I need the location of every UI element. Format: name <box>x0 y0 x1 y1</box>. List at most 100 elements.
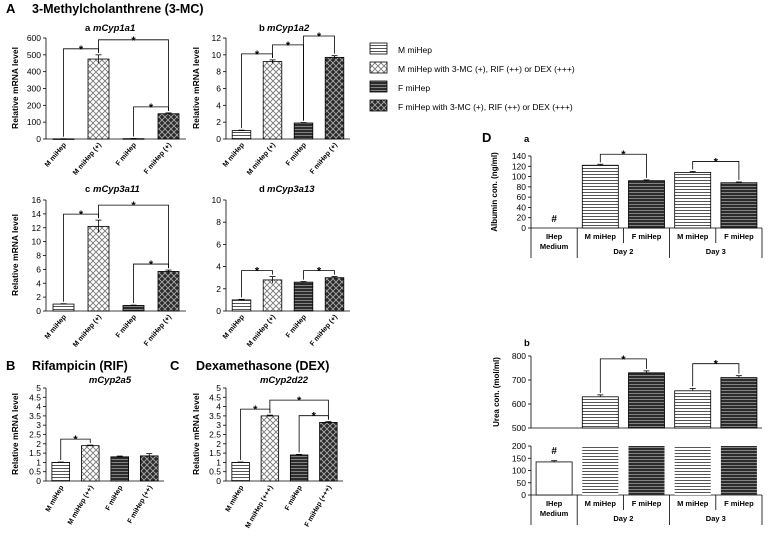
gene-title: mCyp2d22 <box>260 375 309 386</box>
x-tick-label: IHep <box>546 499 563 508</box>
bar <box>122 305 145 312</box>
significance-star: * <box>79 44 84 56</box>
bar <box>628 180 665 229</box>
y-tick-label: 10 <box>32 237 42 247</box>
y-tick-label: 4 <box>216 100 221 110</box>
y-tick-label: 0 <box>36 476 41 486</box>
legend-label-f-mihep-treated: F miHep with 3-MC (+), RIF (++) or DEX (… <box>398 102 573 112</box>
x-tick-label: M miHep (+) <box>246 142 277 177</box>
y-tick-label: 60 <box>517 192 527 202</box>
significance-bracket <box>269 399 329 420</box>
significance-star: * <box>312 411 317 423</box>
y-tick-label: 2 <box>216 284 221 294</box>
y-tick-label: 5 <box>36 383 41 393</box>
y-tick-label: 1.5 <box>29 448 41 458</box>
y-tick-label: 6 <box>36 264 41 274</box>
y-tick-label: 0.5 <box>209 467 221 477</box>
section-C-letter: C <box>170 358 180 373</box>
chart-b-cyp1a2: 0 2 4 6 8 10 12 b mCyp1a2 Relative mRNA level M mi… <box>191 23 350 177</box>
significance-star: * <box>297 395 302 407</box>
y-tick-label: 10 <box>212 50 222 60</box>
y-tick-label: 700 <box>512 375 526 385</box>
bar <box>157 113 180 140</box>
panel-letter: a <box>524 134 530 145</box>
bar <box>535 461 573 496</box>
y-tick-label: 0 <box>521 490 526 500</box>
y-tick-label: 100 <box>512 466 526 476</box>
significance-bracket <box>133 106 169 137</box>
gene-title: mCyp1a1 <box>93 23 135 34</box>
y-tick-label: 3.5 <box>29 411 41 421</box>
y-tick-label: 16 <box>32 195 42 205</box>
y-tick-label: 200 <box>27 100 41 110</box>
x-tick-label: M miHep <box>225 485 246 514</box>
significance-star: * <box>131 200 136 212</box>
y-tick-label: 500 <box>27 50 41 60</box>
bar <box>87 225 110 312</box>
panel-letter: a <box>85 23 91 34</box>
y-tick-label: 4 <box>216 402 221 412</box>
bar-upper <box>581 396 619 429</box>
y-tick-label: 120 <box>512 161 526 171</box>
x-tick-label: F miHep <box>285 142 308 168</box>
chart-d-cyp3a13: 0 2 4 6 8 10 d mCyp3a13 M miHep M miHep (+) F miHe… <box>212 184 350 349</box>
bar <box>324 56 345 140</box>
y-tick-label: 140 <box>512 151 526 161</box>
bar <box>52 303 75 312</box>
y-tick-label: 8 <box>36 251 41 261</box>
y-tick-label: 200 <box>512 441 526 451</box>
legend-swatch-f-mihep-treated <box>369 99 388 112</box>
section-B-title: Rifampicin (RIF) <box>32 359 128 373</box>
x-tick-label: F miHep <box>285 314 308 340</box>
y-tick-label: 100 <box>27 117 41 127</box>
bar <box>324 277 345 312</box>
significance-star: * <box>149 102 154 114</box>
chart-B-cyp2a5: 00.511.522.533.544.55 mCyp2a5 Relative mRN… <box>10 375 164 526</box>
x-tick-label: Medium <box>540 509 569 518</box>
significance-bracket <box>133 263 169 304</box>
x-tick-label: F miHep (+++) <box>304 485 333 529</box>
y-tick-label: 800 <box>512 351 526 361</box>
panel-letter: b <box>259 23 265 34</box>
x-tick-label: M miHep <box>585 232 617 241</box>
y-axis-label: Albumin con. (ng/ml) <box>490 152 499 232</box>
y-tick-label: 0.5 <box>29 467 41 477</box>
y-tick-label: 3 <box>36 420 41 430</box>
y-tick-label: 80 <box>517 182 527 192</box>
y-tick-label: 5 <box>216 383 221 393</box>
y-tick-label: 2 <box>36 439 41 449</box>
x-tick-label: M miHep <box>585 499 617 508</box>
bar-lower <box>720 446 757 495</box>
bar <box>139 455 159 482</box>
significance-star: * <box>714 359 719 371</box>
x-tick-label: F miHep (+) <box>143 314 173 348</box>
group-label: Day 2 <box>613 514 633 523</box>
group-label: Day 3 <box>706 247 726 256</box>
panel-letter: b <box>524 338 530 349</box>
significance-bracket <box>98 39 169 111</box>
y-tick-label: 20 <box>517 213 527 223</box>
significance-star: * <box>149 259 154 271</box>
marker-symbol: # <box>551 214 557 225</box>
bar <box>262 279 283 312</box>
y-tick-label: 2.5 <box>209 430 221 440</box>
significance-bracket <box>599 358 647 393</box>
significance-bracket <box>303 35 335 121</box>
y-tick-label: 3.5 <box>209 411 221 421</box>
y-tick-label: 0 <box>216 134 221 144</box>
y-axis-label: Relative mRNA level <box>191 393 201 475</box>
gene-title: mCyp3a13 <box>267 184 315 195</box>
bar <box>319 422 338 482</box>
y-tick-label: 500 <box>512 423 526 433</box>
gene-title: mCyp1a2 <box>267 23 310 34</box>
y-tick-label: 0 <box>216 476 221 486</box>
y-tick-label: 3 <box>216 420 221 430</box>
y-axis-label: Relative mRNA level <box>10 214 20 296</box>
chart-a-cyp1a1: 0 100 200 300 400 500 600 a mCyp1a1 Relative mRNA… <box>10 23 186 177</box>
x-tick-label: M miHep (+) <box>72 142 103 177</box>
y-tick-label: 10 <box>212 195 222 205</box>
y-axis-label: Relative mRNA level <box>10 393 20 475</box>
bar <box>231 130 252 140</box>
y-tick-label: 6 <box>216 239 221 249</box>
